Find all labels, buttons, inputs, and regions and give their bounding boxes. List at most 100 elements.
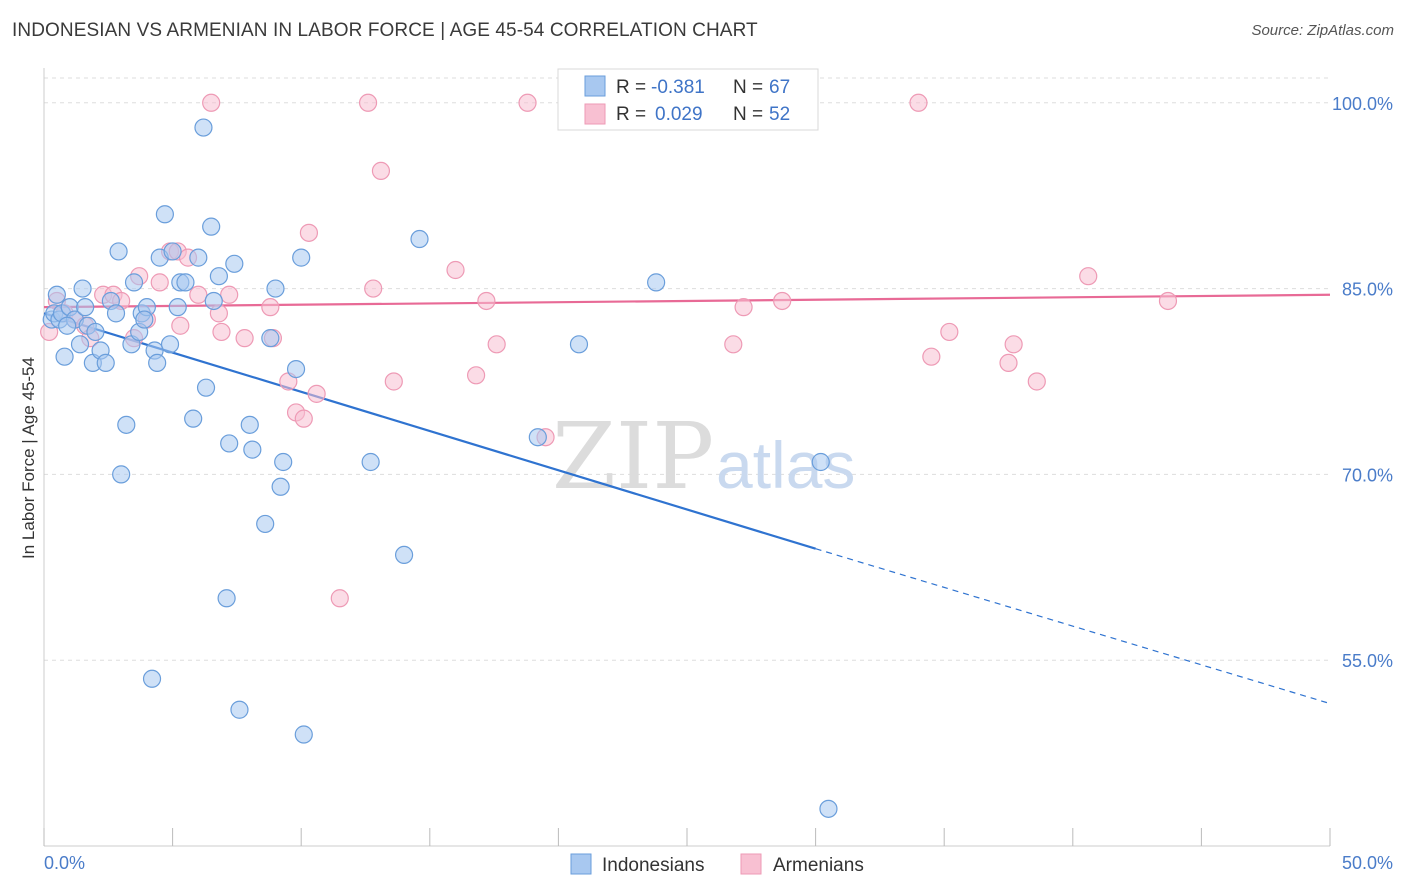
point-indonesians: [361, 452, 380, 472]
trend-line-indonesians-extrapolated: [815, 548, 1331, 705]
point-armenians: [477, 291, 496, 311]
point-indonesians: [240, 415, 259, 434]
point-indonesians: [569, 335, 589, 354]
point-armenians: [466, 366, 486, 385]
y-axis-title: In Labor Force | Age 45-54: [19, 357, 38, 559]
point-indonesians: [155, 205, 174, 224]
legend-r-value-armenians: 0.029: [655, 104, 703, 125]
point-indonesians: [528, 428, 547, 447]
point-indonesians: [196, 378, 216, 397]
y-tick-label: 70.0%: [1342, 465, 1393, 485]
point-indonesians: [86, 322, 105, 342]
point-indonesians: [271, 477, 290, 496]
point-indonesians: [117, 415, 136, 434]
bottom-legend-label-armenians: Armenians: [773, 855, 864, 876]
watermark-atlas: atlas: [716, 428, 855, 502]
point-indonesians: [135, 310, 154, 329]
point-indonesians: [55, 347, 74, 366]
point-indonesians: [225, 254, 244, 273]
point-armenians: [909, 93, 928, 112]
point-indonesians: [266, 279, 285, 298]
point-armenians: [446, 260, 465, 280]
bottom-legend-swatch-armenians: [740, 853, 762, 875]
point-indonesians: [647, 273, 666, 292]
x-tick-label-min: 0.0%: [44, 853, 85, 873]
trend-line-armenians: [43, 293, 1331, 309]
point-indonesians: [243, 440, 262, 459]
y-tick-label: 55.0%: [1342, 651, 1393, 671]
source-attribution: Source: ZipAtlas.com: [1251, 22, 1394, 39]
point-armenians: [734, 298, 753, 317]
legend-n-value-armenians: 52: [769, 104, 790, 125]
point-armenians: [261, 298, 280, 317]
point-indonesians: [202, 217, 221, 236]
point-armenians: [1004, 335, 1023, 354]
y-tick-labels: 55.0% 70.0% 85.0% 100.0%: [1332, 94, 1393, 671]
point-armenians: [364, 279, 383, 298]
bottom-legend-label-indonesians: Indonesians: [602, 855, 704, 876]
legend-r-label-indonesians: R =: [616, 77, 646, 98]
point-indonesians: [176, 273, 195, 292]
point-armenians: [189, 285, 208, 304]
point-armenians: [1027, 372, 1046, 391]
legend-r-label-armenians: R =: [616, 104, 646, 125]
point-armenians: [171, 316, 190, 335]
point-armenians: [724, 335, 743, 354]
chart-title: INDONESIAN VS ARMENIAN IN LABOR FORCE | …: [12, 20, 758, 41]
legend-r-value-indonesians: -0.381: [651, 77, 705, 98]
grid-lines: [44, 77, 1330, 661]
point-indonesians: [261, 329, 280, 348]
y-tick-label: 85.0%: [1342, 280, 1393, 300]
point-indonesians: [204, 291, 223, 311]
point-armenians: [150, 273, 169, 292]
point-indonesians: [76, 298, 95, 317]
point-indonesians: [811, 452, 830, 472]
point-armenians: [294, 409, 313, 428]
point-armenians: [1079, 267, 1098, 286]
point-armenians: [384, 372, 403, 391]
point-indonesians: [209, 267, 228, 286]
point-indonesians: [109, 242, 128, 261]
point-indonesians: [96, 353, 115, 373]
point-indonesians: [142, 669, 162, 688]
point-indonesians: [189, 248, 208, 267]
point-indonesians: [294, 725, 313, 744]
point-indonesians: [230, 700, 249, 719]
point-armenians: [307, 384, 326, 403]
legend-n-label-armenians: N =: [733, 104, 763, 125]
point-armenians: [220, 285, 239, 304]
point-armenians: [371, 161, 391, 181]
point-armenians: [330, 589, 349, 608]
point-indonesians: [160, 335, 180, 354]
point-indonesians: [256, 514, 275, 534]
point-armenians: [922, 347, 941, 366]
point-indonesians: [274, 452, 293, 472]
point-armenians: [773, 291, 792, 311]
point-armenians: [940, 322, 959, 342]
point-indonesians: [73, 279, 92, 298]
point-indonesians: [58, 316, 77, 335]
point-indonesians: [148, 353, 167, 373]
y-tick-label: 100.0%: [1332, 94, 1393, 114]
point-indonesians: [217, 589, 236, 608]
point-indonesians: [106, 304, 126, 323]
point-indonesians: [819, 799, 838, 818]
point-armenians: [235, 329, 254, 348]
point-indonesians: [410, 229, 429, 249]
data-points: [40, 93, 1178, 818]
point-indonesians: [286, 359, 306, 379]
point-indonesians: [168, 298, 187, 317]
point-armenians: [518, 93, 537, 112]
point-indonesians: [47, 285, 66, 304]
point-armenians: [999, 353, 1018, 373]
point-armenians: [487, 335, 506, 354]
legend-bottom: Indonesians Armenians: [570, 853, 864, 876]
bottom-legend-swatch-indonesians: [570, 853, 592, 875]
legend-swatch-indonesians: [584, 75, 606, 97]
axes: [43, 68, 1331, 847]
point-indonesians: [70, 335, 90, 354]
point-indonesians: [292, 248, 311, 267]
point-indonesians: [112, 465, 131, 484]
point-indonesians: [220, 434, 239, 453]
